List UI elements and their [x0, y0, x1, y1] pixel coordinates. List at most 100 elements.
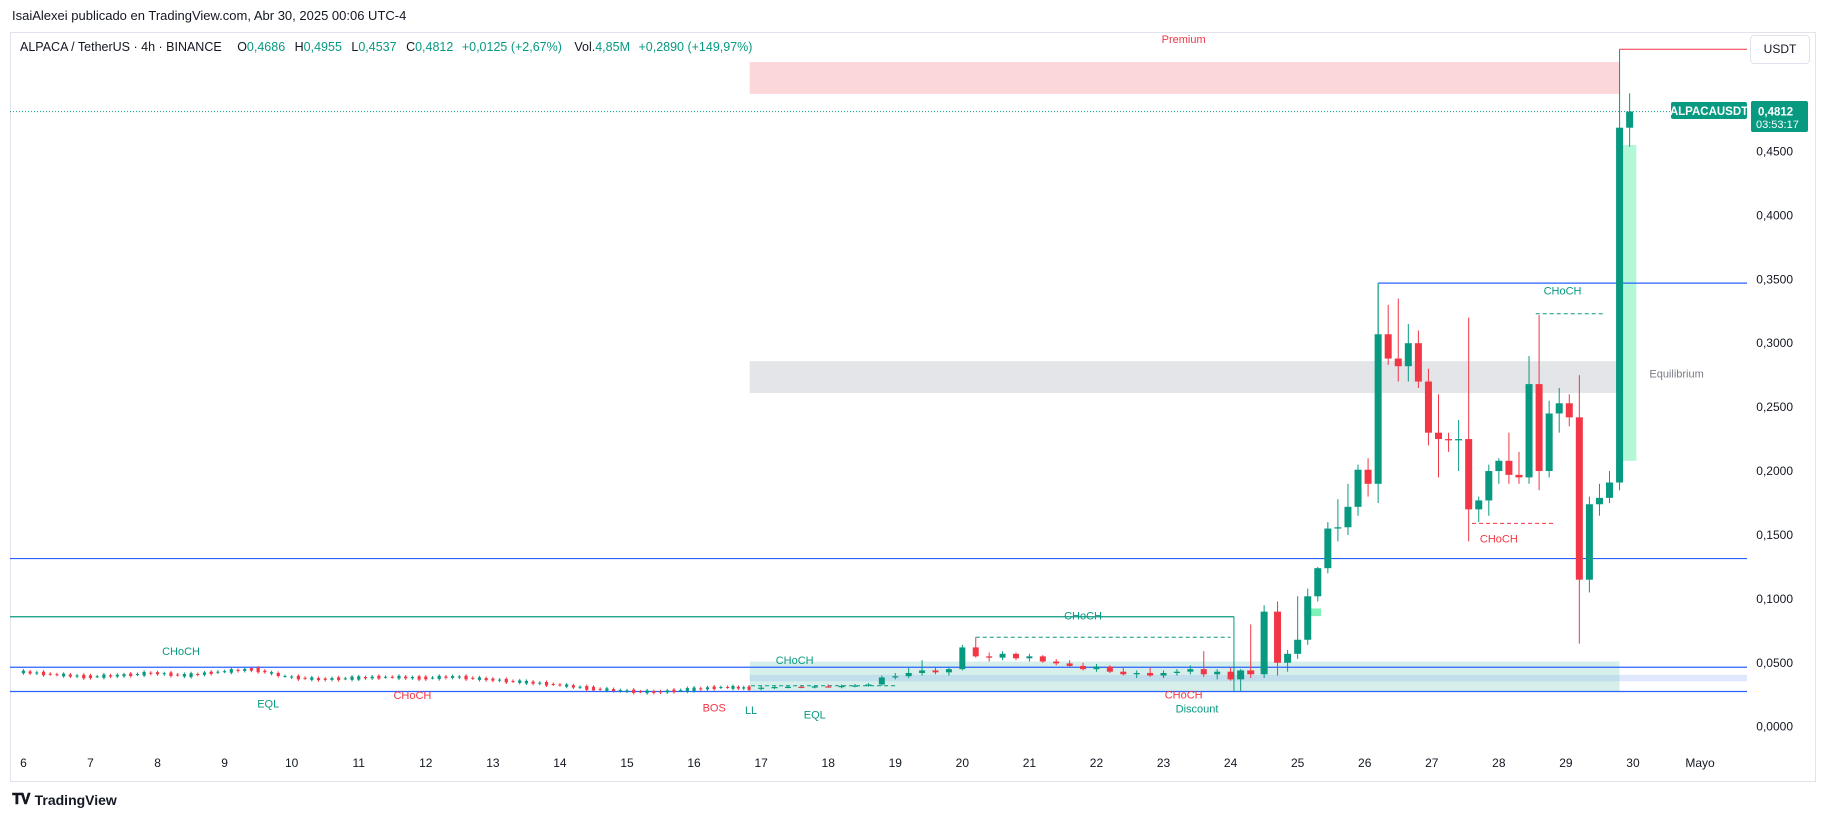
early-candle — [283, 676, 287, 678]
candle — [1120, 671, 1127, 675]
early-candle — [169, 672, 173, 677]
early-candle — [41, 671, 46, 676]
time-tick-label: 16 — [687, 756, 701, 770]
candle — [825, 686, 832, 688]
early-candle — [551, 683, 555, 685]
early-candle — [75, 675, 79, 677]
early-candle — [652, 691, 656, 693]
early-candle — [196, 674, 200, 675]
early-candle — [290, 676, 294, 678]
early-candle — [451, 676, 455, 678]
annotation-label: Equilibrium — [1649, 369, 1703, 381]
tv-logo-icon: 𝐓𝐕 — [12, 791, 31, 808]
early-candle — [88, 675, 93, 679]
early-candle — [645, 690, 649, 694]
candle — [999, 653, 1006, 658]
change-value: +0,0125 (+2,67%) — [461, 40, 562, 54]
time-tick-label: 27 — [1425, 756, 1439, 770]
symbol-title[interactable]: ALPACA / TetherUS · 4h · BINANCE — [20, 40, 222, 54]
early-candle — [377, 675, 381, 679]
early-candle — [276, 672, 280, 677]
candle — [1066, 663, 1073, 666]
time-tick-label: 24 — [1224, 756, 1238, 770]
early-candle — [68, 674, 72, 677]
price-tick-label: 0,4500 — [1756, 144, 1793, 158]
annotation-label: CHoCH — [776, 655, 814, 667]
candle — [1434, 432, 1442, 440]
early-candle — [457, 676, 461, 678]
candle — [1606, 482, 1614, 498]
time-axis[interactable]: 6 7 8 9 10 11 12 13 14 15 16 17 18 19 20 21 22 23 24 25 26 27… — [20, 756, 1715, 770]
early-candle — [585, 686, 589, 690]
candle — [1247, 670, 1255, 675]
time-tick-label: 15 — [620, 756, 634, 770]
candle — [1093, 666, 1100, 670]
candle — [1535, 384, 1543, 472]
price-tick-label: 0,0000 — [1756, 720, 1793, 734]
early-candle — [726, 687, 730, 689]
price-tick-label: 0,2000 — [1756, 464, 1793, 478]
time-tick-label: Mayo — [1685, 756, 1715, 770]
early-candle — [115, 674, 119, 677]
candle — [1545, 413, 1553, 472]
early-candle — [243, 668, 247, 671]
candle — [1214, 671, 1221, 675]
early-candle — [578, 686, 582, 688]
candle — [838, 686, 845, 688]
early-candle — [256, 667, 260, 673]
time-tick-label: 26 — [1358, 756, 1372, 770]
time-tick-label: 11 — [353, 756, 366, 770]
candle — [798, 686, 805, 688]
early-candle — [182, 674, 186, 677]
price-tick-label: 0,1500 — [1756, 528, 1793, 542]
candle — [1324, 528, 1332, 569]
early-candle — [390, 676, 394, 678]
early-candle — [491, 678, 495, 681]
annotation-label: EQL — [257, 698, 279, 710]
early-candle — [731, 686, 735, 689]
time-tick-label: 7 — [87, 756, 94, 770]
early-candle — [102, 674, 106, 678]
early-candle — [162, 673, 166, 675]
tradingview-brand[interactable]: 𝐓𝐕 TradingView — [12, 791, 117, 808]
early-candle — [330, 678, 334, 680]
annotation-label: CHoCH — [393, 690, 431, 702]
candles-layer — [758, 93, 1634, 691]
time-tick-label: 29 — [1559, 756, 1573, 770]
symbol-tag — [1671, 102, 1747, 119]
symbol-legend: ALPACA / TetherUS · 4h · BINANCE O0,4686… — [20, 40, 752, 54]
early-candle — [350, 676, 354, 680]
early-candle — [571, 685, 575, 688]
price-axis[interactable]: 0,4500 0,4000 0,3500 0,3000 0,2500 0,2000 0,15… — [1756, 144, 1793, 733]
candle — [1585, 504, 1593, 580]
early-candle — [742, 687, 746, 689]
candle — [1525, 384, 1533, 478]
early-candle — [699, 688, 703, 690]
annotation-label: Premium — [1162, 34, 1206, 46]
early-candle — [712, 686, 716, 690]
small-green-box — [1304, 608, 1322, 617]
candle — [1364, 469, 1372, 484]
early-candle — [598, 688, 602, 690]
low-value: 0,4537 — [358, 40, 397, 54]
early-candle — [518, 680, 522, 683]
early-candle — [565, 684, 569, 687]
early-candle — [444, 676, 448, 678]
early-candle — [48, 673, 52, 675]
rally-box — [1622, 145, 1637, 461]
early-candle — [357, 676, 361, 680]
candle — [1424, 381, 1432, 433]
candle — [1106, 666, 1113, 672]
early-candle — [672, 689, 676, 693]
close-key: C — [406, 40, 416, 54]
early-candle — [383, 676, 388, 678]
early-candle — [323, 678, 327, 680]
candle — [1237, 670, 1245, 680]
early-candle — [658, 691, 663, 693]
last-price-tag-value: 0,4812 — [1758, 107, 1793, 119]
early-candle — [229, 669, 233, 673]
candle — [959, 647, 966, 670]
currency-button[interactable]: USDT — [1750, 35, 1810, 64]
